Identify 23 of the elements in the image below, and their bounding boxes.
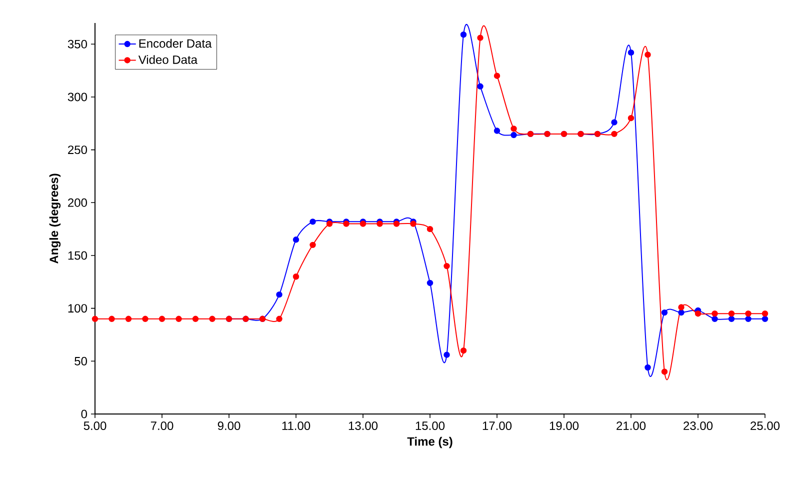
y-tick-label: 150 — [68, 251, 87, 260]
y-tick-label: 0 — [81, 410, 88, 418]
y-axis-title: Angle (degrees) — [49, 174, 61, 264]
x-tick-label: 13.00 — [348, 422, 378, 430]
y-tick-label: 200 — [68, 198, 87, 207]
x-tick-label: 15.00 — [416, 422, 445, 430]
y-tick-label: 100 — [68, 304, 87, 313]
y-tick-label: 50 — [74, 356, 88, 366]
x-tick-label: 17.00 — [482, 422, 512, 430]
legend-label: Video Data — [138, 55, 198, 64]
x-tick-label: 19.00 — [550, 422, 579, 430]
y-tick-label: 350 — [68, 40, 87, 48]
x-tick-label: 21.00 — [616, 422, 646, 430]
x-tick-label: 7.00 — [150, 422, 174, 430]
x-tick-label: 9.00 — [218, 422, 240, 430]
y-tick-label: 300 — [68, 92, 87, 102]
x-tick-label: 25.00 — [750, 422, 780, 430]
legend-label: Encoder Data — [139, 38, 212, 48]
x-tick-label: 11.00 — [282, 422, 310, 430]
y-tick-label: 250 — [68, 146, 87, 154]
x-tick-label: 23.00 — [684, 422, 713, 430]
x-tick-label: 5.00 — [84, 422, 106, 430]
x-axis-title: Time (s) — [407, 436, 452, 448]
